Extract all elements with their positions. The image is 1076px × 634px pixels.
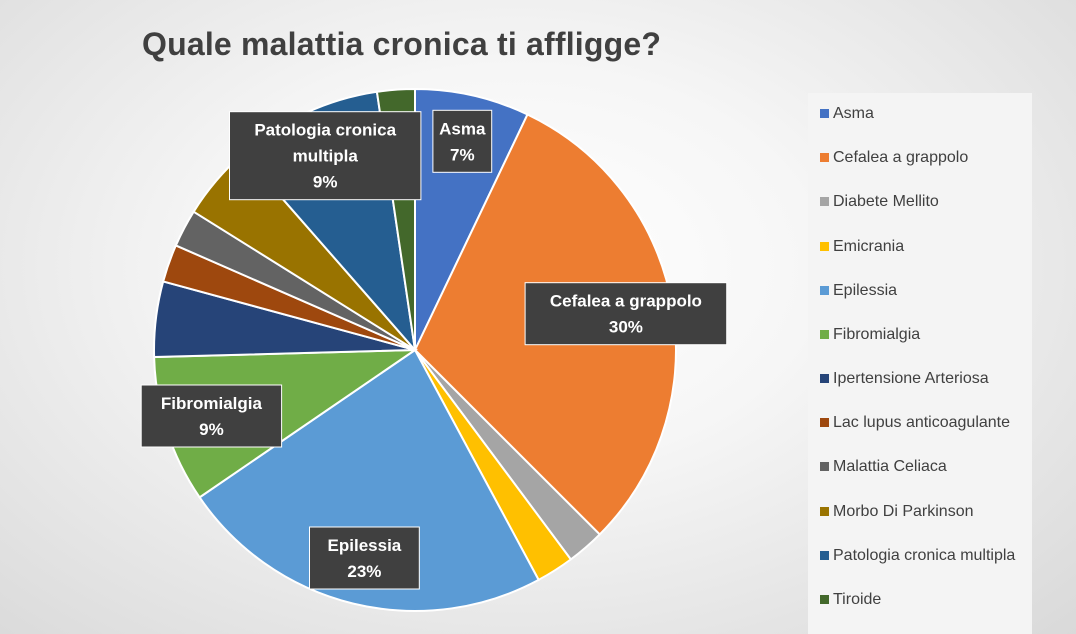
pie-slice-epilessia bbox=[198, 348, 540, 612]
data-label-text: Asma bbox=[439, 119, 486, 138]
legend-swatch bbox=[820, 506, 829, 516]
data-label-text: 9% bbox=[313, 173, 338, 192]
legend-label: Fibromialgia bbox=[833, 326, 921, 343]
data-labels: Asma 7% Cefalea a grappolo 30% Epilessia 23% F… bbox=[140, 109, 728, 590]
legend-swatch bbox=[820, 153, 829, 163]
data-label-text: 9% bbox=[199, 420, 224, 439]
legend-swatch bbox=[820, 241, 829, 251]
legend-swatch bbox=[820, 374, 829, 384]
legend-label: Asma bbox=[833, 105, 874, 122]
legend-swatch bbox=[820, 550, 829, 560]
legend: Asma Cefalea a grappolo Diabete Mellito Emi… bbox=[808, 93, 1032, 634]
legend-swatch bbox=[820, 594, 829, 604]
data-label-text: 23% bbox=[347, 562, 381, 581]
legend-label: Morbo Di Parkinson bbox=[833, 502, 974, 520]
chart-title: Quale malattia cronica ti affligge? bbox=[142, 26, 662, 62]
data-label-text: multipla bbox=[293, 147, 359, 166]
legend-label: Epilessia bbox=[833, 281, 898, 299]
data-label-box bbox=[229, 111, 422, 201]
legend-swatch bbox=[820, 330, 829, 339]
legend-label: Lac lupus anticoagulante bbox=[833, 414, 1011, 432]
legend-swatch bbox=[820, 462, 829, 472]
legend-label: Tiroide bbox=[833, 590, 882, 608]
legend-label: Patologia cronica multipla bbox=[833, 546, 1016, 564]
legend-label: Diabete Mellito bbox=[833, 193, 939, 211]
legend-swatch bbox=[820, 197, 829, 207]
data-label-text: 7% bbox=[450, 145, 475, 164]
data-label-text: Cefalea a grappolo bbox=[550, 292, 702, 311]
data-label-box bbox=[432, 109, 493, 173]
legend-label: Ipertensione Arteriosa bbox=[833, 370, 989, 388]
data-label-text: Epilessia bbox=[328, 536, 402, 555]
data-label-box bbox=[309, 526, 420, 590]
legend-swatch bbox=[820, 285, 829, 295]
data-label-cefalea-a-grappolo: Cefalea a grappolo 30% bbox=[524, 282, 728, 346]
legend-swatch bbox=[820, 418, 829, 428]
data-label-patologia-cronica-multipla: Patologia cronica multipla 9% bbox=[229, 111, 422, 201]
data-label-asma: Asma 7% bbox=[432, 109, 493, 173]
legend-swatch bbox=[820, 109, 829, 118]
legend-label: Cefalea a grappolo bbox=[833, 149, 969, 167]
data-label-text: Fibromialgia bbox=[161, 394, 263, 413]
data-label-fibromialgia: Fibromialgia 9% bbox=[140, 384, 283, 448]
legend-label: Emicrania bbox=[833, 237, 905, 255]
data-label-text: 30% bbox=[609, 318, 643, 337]
data-label-box bbox=[524, 282, 728, 346]
data-label-box bbox=[140, 384, 283, 448]
data-label-text: Patologia cronica bbox=[254, 121, 396, 140]
data-label-epilessia: Epilessia 23% bbox=[309, 526, 420, 590]
legend-label: Malattia Celiaca bbox=[833, 458, 947, 476]
